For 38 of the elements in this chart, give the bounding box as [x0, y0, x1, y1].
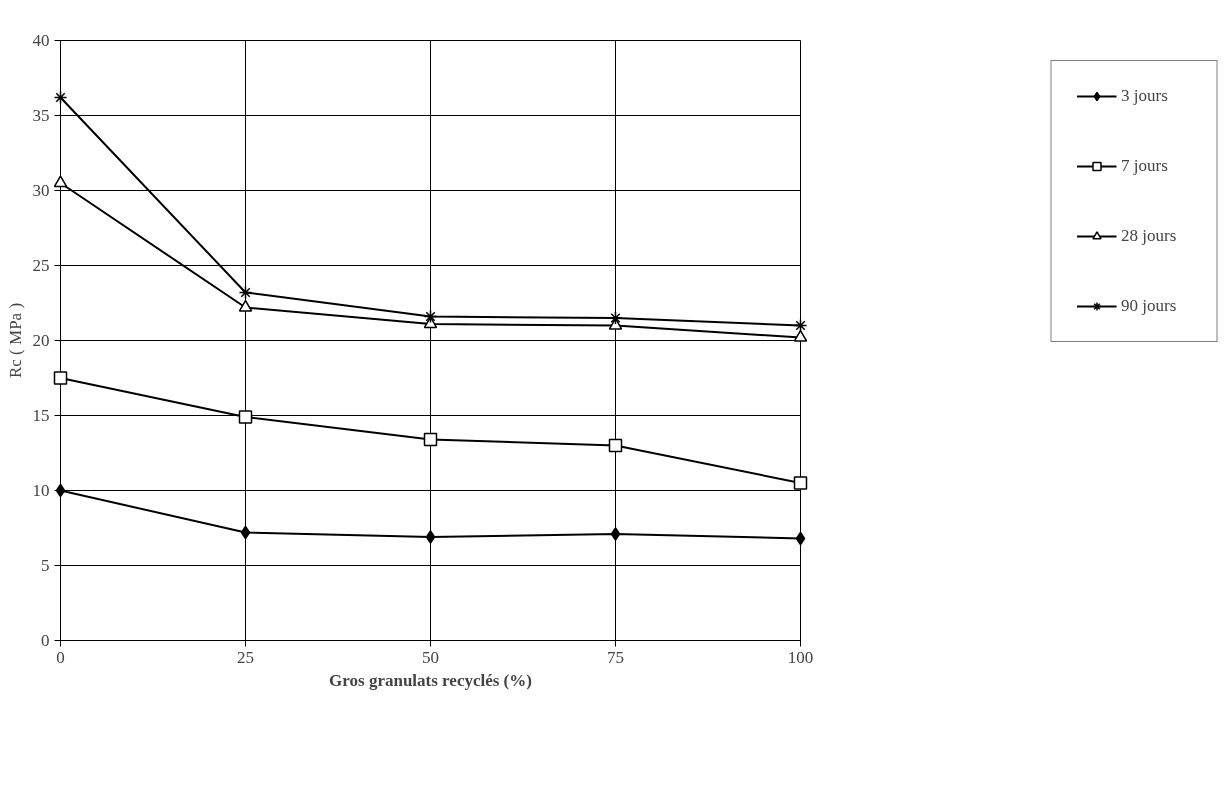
- point: [55, 483, 66, 498]
- legend-label: 28 jours: [1121, 226, 1178, 246]
- y-tick-label: 25: [32, 256, 50, 275]
- point: [423, 432, 438, 447]
- point: [240, 525, 251, 540]
- point: [53, 175, 68, 188]
- x-tick-label: 75: [607, 647, 624, 667]
- y-tick-label: 0: [41, 631, 50, 650]
- point: [238, 285, 253, 300]
- y-tick-label: 40: [32, 31, 50, 50]
- y-tick-label: 10: [32, 481, 50, 500]
- legend-label: 7 jours: [1121, 156, 1169, 176]
- legend-label: 3 jours: [1121, 86, 1169, 106]
- point: [608, 438, 623, 453]
- point: [793, 329, 808, 342]
- y-tick-label: 5: [41, 556, 50, 575]
- point: [610, 527, 621, 541]
- y-axis-title: Rc ( MPa ): [5, 302, 25, 379]
- point: [53, 371, 68, 385]
- y-tick-label: 20: [32, 331, 50, 350]
- x-tick-label: 25: [237, 647, 254, 667]
- legend-label: 90 jours: [1121, 296, 1178, 316]
- point: [793, 318, 808, 333]
- x-tick-label: 50: [422, 647, 439, 667]
- x-tick-label: 0: [56, 647, 65, 667]
- point: [795, 531, 806, 546]
- point: [793, 476, 808, 490]
- point: [238, 410, 253, 424]
- point: [425, 530, 436, 544]
- x-tick-label: 100: [787, 647, 814, 667]
- point: [423, 309, 438, 324]
- point: [608, 311, 623, 325]
- point: [238, 299, 253, 312]
- x-axis-title: Gros granulats recyclés (%): [329, 670, 532, 690]
- y-tick-label: 15: [32, 406, 50, 425]
- y-tick-label: 35: [32, 106, 50, 125]
- point: [53, 90, 68, 105]
- y-tick-label: 30: [32, 181, 50, 200]
